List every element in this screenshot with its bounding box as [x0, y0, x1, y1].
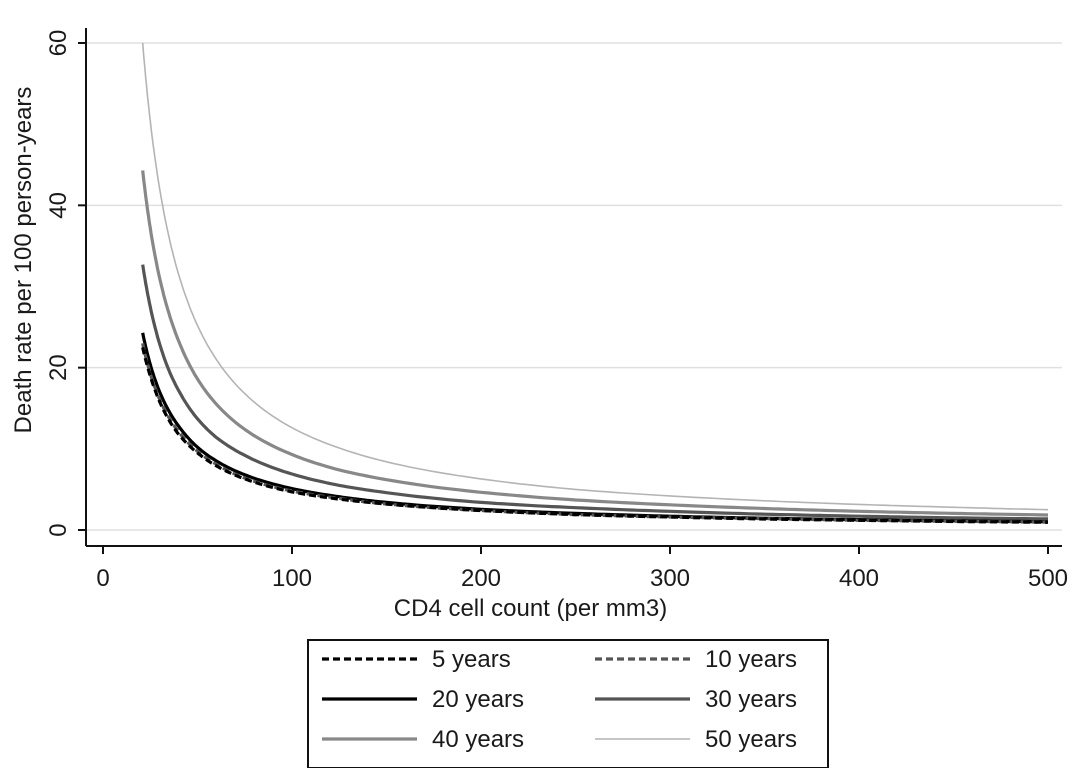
x-tick-label: 500 — [1028, 565, 1068, 592]
x-tick-label: 400 — [839, 565, 879, 592]
series-line-40-years — [141, 170, 1049, 517]
x-tick-label: 100 — [272, 565, 312, 592]
x-axis-title: CD4 cell count (per mm3) — [394, 595, 667, 622]
legend-label: 40 years — [432, 726, 524, 753]
series-line-30-years — [141, 264, 1049, 521]
legend-label: 20 years — [432, 686, 524, 713]
y-tick-label: 0 — [45, 523, 72, 536]
legend-label: 5 years — [432, 646, 511, 673]
axes: 0 20 40 60 0 100 200 300 400 500 — [45, 28, 1068, 592]
legend-label: 10 years — [705, 646, 797, 673]
legend-box — [307, 639, 829, 769]
y-tick-label: 40 — [45, 192, 72, 219]
series-line-5-years — [141, 347, 1049, 524]
y-tick-label: 20 — [45, 354, 72, 381]
gridlines — [86, 42, 1062, 531]
series-line-10-years — [141, 342, 1048, 524]
legend: 5 years 10 years 20 years 30 years 40 years 5… — [307, 639, 829, 769]
x-tick-label: 200 — [461, 565, 501, 592]
x-tick-label: 300 — [650, 565, 690, 592]
y-axis-title: Death rate per 100 person-years — [10, 87, 37, 434]
legend-label: 50 years — [705, 726, 797, 753]
y-tick-label: 60 — [45, 30, 72, 57]
series-line-50-years — [141, 42, 1049, 511]
legend-label: 30 years — [705, 686, 797, 713]
series-lines — [141, 42, 1049, 524]
x-tick-label: 0 — [96, 565, 109, 592]
